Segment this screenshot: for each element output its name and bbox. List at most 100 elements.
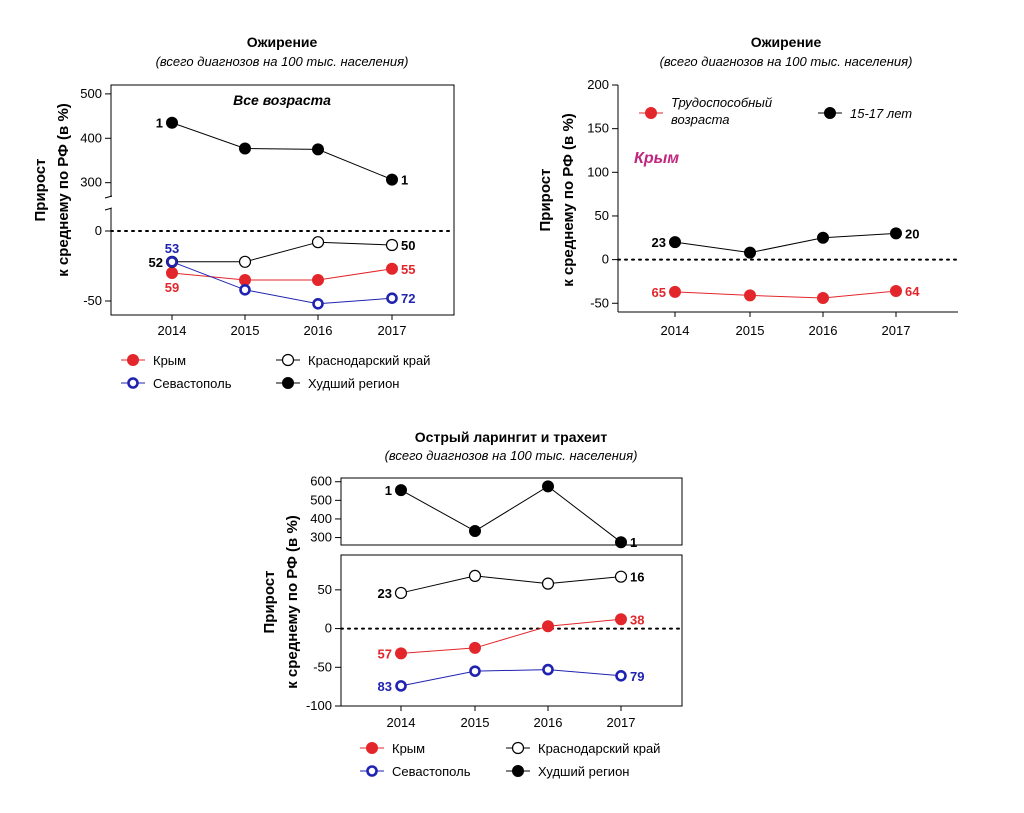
data-point <box>744 246 756 259</box>
data-point <box>541 577 555 590</box>
x-tick-label: 2017 <box>882 323 911 338</box>
plot-frame-2 <box>340 554 683 707</box>
series-line <box>171 268 393 281</box>
data-point <box>394 586 408 600</box>
data-label: 83 <box>378 679 392 694</box>
series-line <box>674 290 897 299</box>
series-line <box>400 618 622 654</box>
y-tick-label: 200 <box>587 77 609 92</box>
legend-marker <box>512 765 524 777</box>
series-1: 59 55 <box>165 262 416 295</box>
y-tick-label: 600 <box>310 474 332 489</box>
data-point <box>395 647 407 660</box>
series-line <box>400 485 622 543</box>
x-tick-label: 2014 <box>387 715 416 730</box>
data-label: 38 <box>630 612 644 627</box>
y-tick-label: 400 <box>80 130 102 145</box>
legend-label: Крым <box>153 353 186 368</box>
y-tick-label: 300 <box>310 530 332 545</box>
data-label: 65 <box>652 285 666 300</box>
data-label: 53 <box>165 241 179 256</box>
y-tick-label: 50 <box>595 208 609 223</box>
chart-1: Ожирение (всего диагнозов на 100 тыс. нас… <box>32 34 455 391</box>
data-point <box>469 525 481 538</box>
chart-title: Ожирение <box>247 34 318 50</box>
legend-marker <box>511 741 525 755</box>
x-tick-label: 2015 <box>231 323 260 338</box>
legend-label: Краснодарский край <box>308 353 430 368</box>
data-point <box>890 285 902 298</box>
axis-break-gap <box>112 197 453 209</box>
series-line <box>400 575 622 594</box>
data-label: 50 <box>401 238 415 253</box>
y-axis-label: Прирост <box>537 169 554 232</box>
legend-label: Трудоспособный <box>671 95 772 110</box>
legend-label: 15-17 лет <box>850 106 912 121</box>
data-point <box>817 292 829 305</box>
data-label: 79 <box>630 669 644 684</box>
y-tick-label: 0 <box>95 223 102 238</box>
legend-marker <box>645 107 657 119</box>
data-point <box>669 236 681 249</box>
data-point <box>615 613 627 626</box>
data-label: 55 <box>401 262 415 277</box>
data-point <box>542 663 554 676</box>
y-tick-label: 500 <box>310 492 332 507</box>
axis-break-mark <box>104 195 113 199</box>
chart-annotation: Крым <box>634 150 679 167</box>
data-label: 23 <box>378 586 392 601</box>
data-point <box>669 285 681 298</box>
chart-title: Ожирение <box>751 34 822 50</box>
data-point <box>890 227 902 240</box>
data-label: 16 <box>630 570 644 585</box>
plot-frame-1 <box>340 477 683 546</box>
chart-2: Ожирение (всего диагнозов на 100 тыс. нас… <box>537 34 959 338</box>
data-point <box>615 536 627 549</box>
series-2: 23 16 <box>378 570 645 601</box>
data-label: 57 <box>378 646 392 661</box>
y-tick-label: 150 <box>587 121 609 136</box>
y-tick-label: -100 <box>306 698 332 713</box>
series-4: 11 <box>385 480 637 550</box>
x-tick-label: 2016 <box>534 715 563 730</box>
data-label: 1 <box>385 483 392 498</box>
y-tick-label: 0 <box>325 621 332 636</box>
legend: Крым Краснодарский край Севастополь Худший … <box>121 353 430 391</box>
data-point <box>166 267 178 279</box>
series-4: 11 <box>156 116 408 188</box>
x-tick-label: 2014 <box>661 323 690 338</box>
data-label: 1 <box>401 173 408 188</box>
x-tick-label: 2014 <box>158 323 187 338</box>
data-point <box>386 292 398 305</box>
legend: Крым Краснодарский край Севастополь Худший … <box>360 741 660 779</box>
data-point <box>395 680 407 692</box>
y-axis-label-line2: к среднему по РФ (в %) <box>560 113 577 287</box>
data-label: 20 <box>905 226 919 241</box>
axis-break-mark <box>104 207 113 211</box>
data-point <box>744 289 756 302</box>
data-point <box>468 569 482 583</box>
y-axis-label: Прирост <box>261 571 278 634</box>
data-point <box>239 274 251 286</box>
chart-annotation: Все возраста <box>233 92 331 108</box>
legend-marker <box>281 353 295 367</box>
y-tick-label: -50 <box>590 295 609 310</box>
data-point <box>542 480 554 493</box>
series-2: 52 50 <box>149 236 415 270</box>
data-label: 23 <box>652 235 666 250</box>
legend-label: Худший регион <box>538 764 629 779</box>
data-label: 1 <box>630 535 637 550</box>
series-1: 57 38 <box>378 612 645 661</box>
y-axis-label-line2: к среднему по РФ (в %) <box>55 103 72 277</box>
chart-subtitle: (всего диагнозов на 100 тыс. населения) <box>660 54 913 69</box>
y-tick-label: -50 <box>313 659 332 674</box>
data-point <box>469 665 481 677</box>
y-tick-label: 500 <box>80 86 102 101</box>
x-tick-label: 2016 <box>304 323 333 338</box>
legend-marker <box>282 377 294 389</box>
data-point <box>817 231 829 244</box>
data-point <box>386 262 398 275</box>
legend-label: Севастополь <box>153 376 232 391</box>
data-label: 72 <box>401 291 415 306</box>
